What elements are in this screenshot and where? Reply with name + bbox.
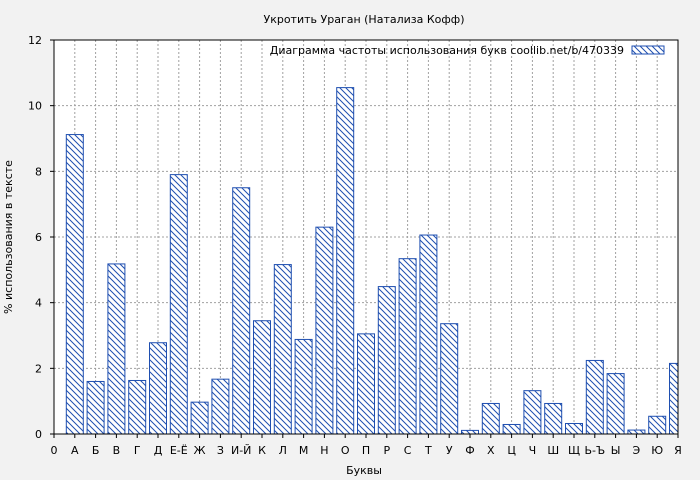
x-tick-label: Ю [651, 444, 663, 457]
bar-И-Й [232, 187, 251, 435]
y-tick-label: 2 [35, 362, 42, 375]
y-tick-label: 10 [28, 100, 42, 113]
x-tick-label: Щ [568, 444, 580, 457]
bar-Ц [502, 423, 521, 435]
bar-Я [669, 362, 679, 435]
bar-Е-Ё [169, 174, 188, 435]
x-tick-label: Х [487, 444, 495, 457]
legend: Диаграмма частоты использования букв coo… [270, 44, 665, 57]
x-tick-label: А [71, 444, 79, 457]
bars [65, 87, 679, 435]
bar-Т [419, 234, 438, 435]
bar-Г [128, 379, 147, 435]
bar-Х [481, 402, 500, 435]
x-tick-label: П [362, 444, 370, 457]
y-tick-label: 0 [35, 428, 42, 441]
bar-Ф [461, 429, 479, 435]
x-tick-label: 0 [51, 444, 58, 457]
x-tick-label: Ц [507, 444, 516, 457]
x-tick-label: Б [92, 444, 100, 457]
x-tick-label: К [258, 444, 266, 457]
x-tick-label: У [446, 444, 453, 457]
bar-З [211, 378, 230, 435]
x-tick-label: Э [633, 444, 641, 457]
x-tick-label: В [113, 444, 121, 457]
x-tick-label: Г [134, 444, 141, 457]
x-tick-label: Л [279, 444, 287, 457]
bar-Д [149, 342, 167, 435]
x-tick-label: Е-Ё [170, 444, 188, 457]
y-tick-label: 12 [28, 34, 42, 47]
bar-Ы [606, 373, 625, 435]
y-tick-label: 6 [35, 231, 42, 244]
bar-Ю [648, 415, 667, 435]
x-tick-label: Р [383, 444, 390, 457]
y-tick-label: 8 [35, 165, 42, 178]
bar-Ь-Ъ [585, 359, 604, 435]
x-tick-label: Я [674, 444, 682, 457]
x-axis-ticks: 0 А Б В Г Д Е-Ё Ж З И-Й К Л М Н О П Р С Т У Ф Х Ц Ч Ш Щ Ь-Ъ Ы Э Ю Я [51, 434, 682, 457]
bar-Н [315, 226, 334, 435]
y-tick-label: 4 [35, 297, 42, 310]
x-tick-label: З [217, 444, 224, 457]
chart-title: Укротить Ураган (Натализа Кофф) [264, 13, 465, 26]
y-axis-label: % использования в тексте [2, 160, 15, 314]
bar-Щ [565, 422, 583, 435]
x-tick-label: Ы [611, 444, 621, 457]
bar-С [398, 258, 417, 435]
bar-М [294, 338, 313, 435]
bar-Л [273, 264, 292, 435]
x-tick-label: Ш [547, 444, 559, 457]
bar-В [107, 263, 126, 435]
bar-Ж [190, 401, 209, 435]
x-tick-label: Н [320, 444, 328, 457]
x-tick-label: Ч [529, 444, 537, 457]
x-tick-label: О [341, 444, 350, 457]
bar-Б [86, 380, 105, 435]
bar-Э [627, 429, 646, 435]
x-tick-label: И-Й [231, 444, 251, 457]
x-tick-label: Т [424, 444, 432, 457]
x-axis-label: Буквы [346, 464, 382, 477]
x-tick-label: Ь-Ъ [584, 444, 605, 457]
bar-А [65, 134, 84, 435]
bar-У [440, 323, 459, 435]
bar-Р [377, 286, 396, 435]
legend-label: Диаграмма частоты использования букв coo… [270, 44, 624, 57]
x-tick-label: М [299, 444, 309, 457]
bar-Ш [544, 402, 563, 435]
x-tick-label: Ф [465, 444, 474, 457]
bar-К [253, 320, 271, 435]
bar-Ч [523, 390, 542, 435]
legend-swatch [631, 45, 665, 55]
x-tick-label: Д [154, 444, 163, 457]
x-tick-label: С [404, 444, 412, 457]
y-axis-ticks: 0 2 4 6 8 10 12 [28, 34, 54, 441]
bar-П [357, 333, 375, 435]
bar-О [336, 87, 355, 435]
x-tick-label: Ж [194, 444, 206, 457]
